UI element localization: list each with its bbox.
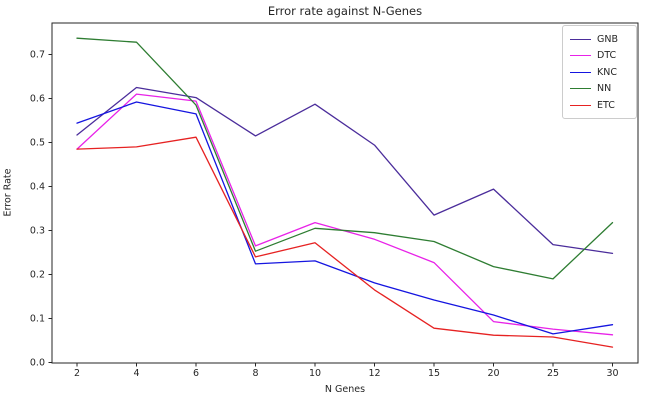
legend-line-swatch-ETC bbox=[570, 104, 591, 106]
legend-label-NN: NN bbox=[597, 83, 612, 94]
y-tick-label: 0.7 bbox=[30, 50, 45, 61]
legend-item-KNC: KNC bbox=[570, 64, 629, 81]
x-tick-label: 20 bbox=[487, 368, 499, 379]
series-line-NN bbox=[76, 37, 614, 280]
legend-item-DTC: DTC bbox=[570, 48, 629, 65]
y-tick-label: 0.3 bbox=[30, 226, 45, 237]
y-tick-label: 0.0 bbox=[30, 358, 45, 369]
x-axis-label: N Genes bbox=[324, 384, 366, 395]
y-tick-label: 0.2 bbox=[30, 270, 45, 281]
x-tick-label: 25 bbox=[547, 368, 559, 379]
legend-line-swatch-GNB bbox=[570, 38, 591, 40]
series-line-GNB bbox=[76, 86, 614, 255]
legend-label-GNB: GNB bbox=[597, 33, 618, 45]
x-tick-label: 6 bbox=[193, 368, 199, 379]
x-tick-label: 30 bbox=[606, 368, 618, 379]
y-tick-label: 0.6 bbox=[30, 94, 45, 105]
chart-title: Error rate against N-Genes bbox=[267, 4, 423, 18]
x-tick-label: 12 bbox=[368, 368, 380, 379]
legend-item-NN: NN bbox=[570, 81, 629, 98]
x-tick-label: 10 bbox=[309, 368, 321, 379]
legend-line-swatch-KNC bbox=[570, 71, 591, 73]
series-line-ETC bbox=[76, 136, 614, 348]
legend: GNB DTC KNC NN ETC bbox=[562, 25, 637, 119]
legend-item-ETC: ETC bbox=[570, 97, 629, 114]
legend-line-swatch-DTC bbox=[570, 55, 591, 57]
legend-item-GNB: GNB bbox=[570, 31, 629, 48]
y-tick-label: 0.1 bbox=[30, 314, 45, 325]
y-tick-label: 0.4 bbox=[30, 182, 45, 193]
legend-label-ETC: ETC bbox=[597, 99, 615, 111]
series-line-DTC bbox=[76, 93, 614, 336]
x-tick-label: 2 bbox=[74, 368, 80, 379]
x-tick-label: 15 bbox=[428, 368, 440, 379]
legend-line-swatch-NN bbox=[570, 88, 591, 90]
series-line-KNC bbox=[76, 101, 614, 335]
legend-label-KNC: KNC bbox=[597, 66, 617, 78]
legend-label-DTC: DTC bbox=[597, 50, 617, 61]
y-tick-label: 0.5 bbox=[30, 138, 45, 149]
axes-frame bbox=[51, 22, 639, 364]
y-axis-label: Error Rate bbox=[2, 168, 14, 217]
x-tick-label: 8 bbox=[252, 368, 258, 379]
x-tick-label: 4 bbox=[133, 368, 139, 379]
